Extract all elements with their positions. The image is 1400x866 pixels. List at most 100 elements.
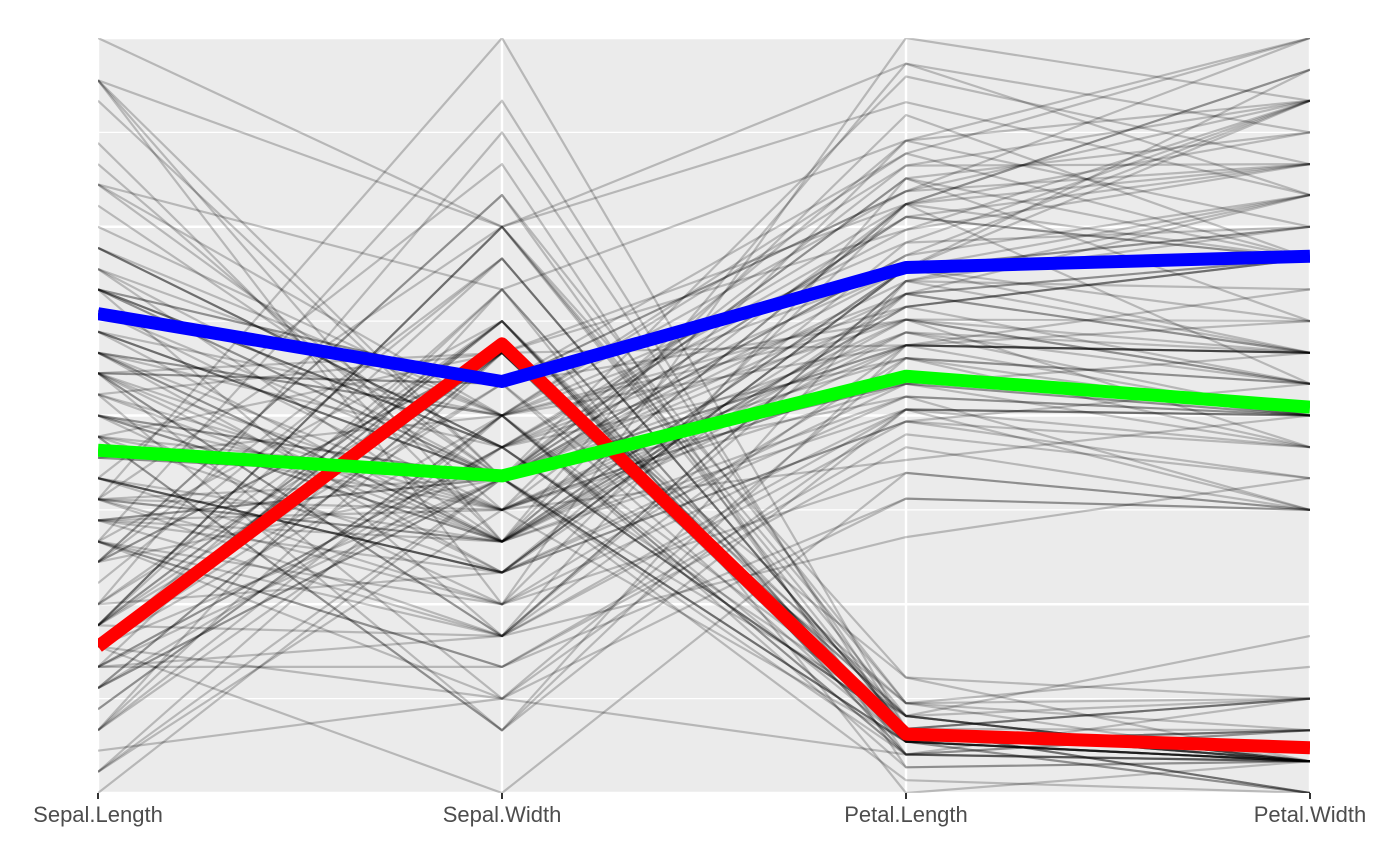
observation-line-106	[98, 288, 1310, 668]
observation-line-116	[98, 215, 1310, 480]
observation-line-90	[98, 357, 1310, 606]
observation-line-114	[98, 68, 1310, 543]
observation-line-134	[98, 203, 1310, 606]
observation-line-124	[98, 163, 1310, 385]
series-line-1	[98, 369, 1310, 483]
observation-line-13	[98, 477, 1310, 793]
observation-line-81	[98, 446, 1310, 669]
observation-line-75	[98, 309, 1310, 480]
observation-line-71	[98, 408, 1310, 543]
observation-line-135	[98, 79, 1310, 480]
major-gridlines	[96, 36, 1312, 795]
observation-line-128	[98, 163, 1310, 543]
observation-line-19	[98, 225, 1310, 732]
observation-line-9	[98, 446, 1310, 793]
observation-line-93	[98, 497, 1310, 700]
series-line-2	[98, 249, 1310, 388]
observation-line-120	[98, 99, 1310, 417]
observation-line-24	[98, 351, 1310, 763]
observation-line-94	[98, 382, 1310, 574]
observation-line-98	[98, 477, 1310, 638]
observation-line-49	[98, 382, 1310, 763]
observation-line-105	[98, 75, 1310, 480]
x-tick-label-petal-length: Petal.Length	[844, 802, 968, 827]
observation-line-42	[98, 414, 1310, 773]
observation-line-146	[98, 225, 1310, 638]
observation-line-100	[98, 38, 1310, 385]
observation-line-96	[98, 382, 1310, 511]
observation-line-85	[98, 320, 1310, 438]
observation-line-113	[98, 193, 1310, 638]
observation-line-44	[98, 225, 1310, 700]
x-tick-label-sepal-length: Sepal.Length	[33, 802, 163, 827]
observation-line-54	[98, 330, 1310, 543]
observation-line-99	[98, 395, 1310, 543]
observation-line-8	[98, 508, 1310, 773]
x-tick-label-sepal-width: Sepal.Width	[443, 802, 562, 827]
observation-line-21	[98, 257, 1310, 730]
observation-line-147	[98, 193, 1310, 480]
observation-line-15	[98, 38, 1310, 730]
observation-line-55	[98, 344, 1310, 543]
observation-line-107	[98, 113, 1310, 511]
observation-line-59	[98, 382, 1310, 606]
observation-line-57	[98, 497, 1310, 669]
observation-line-148	[98, 99, 1310, 396]
observation-line-89	[98, 408, 1310, 638]
observation-line-38	[98, 477, 1310, 773]
observation-line-65	[98, 288, 1310, 449]
observation-line-144	[98, 38, 1310, 385]
observation-line-122	[98, 62, 1310, 543]
observation-line-137	[98, 215, 1310, 449]
observation-line-2	[98, 414, 1310, 763]
observation-line-35	[98, 414, 1310, 769]
observation-line-12	[98, 477, 1310, 793]
series-line-0	[98, 337, 1310, 755]
observation-line-91	[98, 331, 1310, 480]
observation-line-145	[98, 99, 1310, 480]
x-tick-label-petal-width: Petal.Width	[1254, 802, 1367, 827]
observation-line-37	[98, 288, 1310, 793]
observation-line-119	[98, 280, 1310, 732]
observation-line-43	[98, 320, 1310, 718]
observation-line-77	[98, 280, 1310, 480]
observation-line-80	[98, 433, 1310, 669]
observation-line-56	[98, 318, 1310, 385]
observation-line-131	[98, 38, 1310, 228]
observation-line-103	[98, 203, 1310, 511]
observation-line-121	[98, 193, 1310, 543]
observation-line-51	[98, 344, 1310, 417]
observation-line-34	[98, 446, 1310, 793]
observation-line-125	[98, 152, 1310, 417]
observation-line-47	[98, 414, 1310, 763]
observation-line-86	[98, 288, 1310, 449]
observation-line-1	[98, 477, 1310, 763]
observation-line-132	[98, 131, 1310, 543]
observation-line-70	[98, 257, 1310, 459]
highlighted-series-lines	[98, 249, 1310, 755]
observation-line-14	[98, 163, 1310, 769]
observation-line-136	[98, 68, 1310, 375]
observation-line-82	[98, 420, 1310, 574]
observation-line-127	[98, 257, 1310, 480]
observation-line-18	[98, 225, 1310, 732]
observation-line-64	[98, 414, 1310, 522]
observation-line-84	[98, 344, 1310, 564]
observation-line-62	[98, 408, 1310, 732]
observation-line-110	[98, 193, 1310, 417]
x-axis-ticks	[97, 793, 1311, 799]
x-axis-labels: Sepal.Length Sepal.Width Petal.Length Pe…	[33, 802, 1366, 827]
observation-line-67	[98, 395, 1310, 574]
observation-line-117	[98, 62, 1310, 228]
observation-line-5	[98, 193, 1310, 705]
observation-line-60	[98, 471, 1310, 793]
observation-line-109	[98, 38, 1310, 291]
observation-line-53	[98, 408, 1310, 700]
observation-line-69	[98, 420, 1310, 638]
observation-line-112	[98, 163, 1310, 480]
observation-line-16	[98, 193, 1310, 756]
observation-line-72	[98, 292, 1310, 638]
observation-line-50	[98, 225, 1310, 417]
observation-line-92	[98, 408, 1310, 606]
